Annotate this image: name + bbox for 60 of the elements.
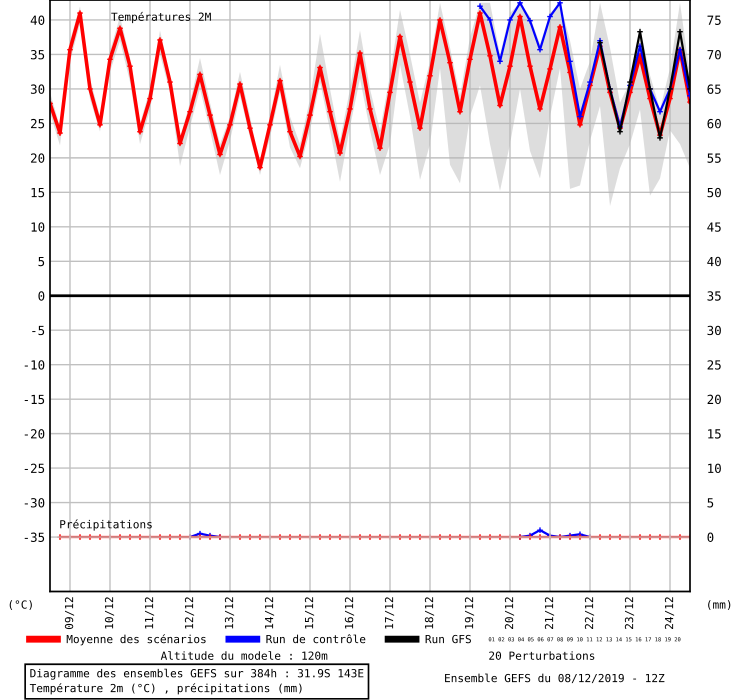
y2-tick-label: 25 — [708, 360, 721, 370]
x-tick-label: 16/12 — [344, 597, 354, 628]
y-tick-label: 40 — [30, 15, 44, 25]
x-tick-label: 13/12 — [224, 597, 234, 628]
x-tick-label: 18/12 — [424, 597, 434, 628]
y2-tick-label: 45 — [707, 222, 721, 232]
y-tick-label: -5 — [32, 326, 44, 336]
x-tick-label: 17/12 — [384, 597, 394, 628]
legend-label: Moyenne des scénarios — [66, 634, 206, 646]
y2-tick-label: 70 — [708, 50, 721, 60]
x-tick-label: 10/12 — [104, 597, 114, 628]
y2-tick-label: 20 — [708, 394, 721, 404]
x-tick-label: 21/12 — [544, 597, 554, 629]
y2-tick-label: 15 — [708, 429, 721, 439]
x-tick-label: 22/12 — [584, 597, 594, 629]
y2-tick-label: 10 — [708, 464, 721, 474]
y-tick-label: 5 — [38, 256, 44, 266]
text: Diagramme des ensembles GEFS sur 384h : 31.9S 143E — [30, 668, 364, 680]
x-tick-label: 14/12 — [264, 597, 274, 628]
text: (°C) — [10, 600, 32, 610]
x-tick-label: 12/12 — [184, 597, 194, 628]
y-tick-label: 35 — [30, 50, 44, 60]
y-tick-label: 20 — [31, 153, 44, 163]
text: (mm) — [708, 600, 730, 610]
y2-tick-label: 65 — [707, 84, 721, 94]
y2-tick-label: 0 — [707, 532, 714, 542]
y2-tick-label: 35 — [708, 291, 721, 301]
annotation: Températures 2M — [111, 12, 211, 24]
y2-tick-label: 75 — [708, 16, 721, 25]
y-tick-label: -10 — [24, 360, 44, 370]
x-tick-label: 19/12 — [464, 597, 474, 628]
x-tick-label: 09/12 — [64, 597, 74, 630]
y-tick-label: 25 — [31, 118, 44, 128]
y-tick-label: -25 — [24, 464, 44, 474]
text: Température 2m (°C) , précipitations (mm) — [30, 683, 302, 694]
text: Ensemble GEFS du 08/12/2019 - 12Z — [445, 674, 664, 684]
x-tick-label: 11/12 — [144, 597, 154, 628]
y-tick-label: 30 — [30, 84, 44, 94]
x-tick-label: 24/12 — [664, 597, 674, 629]
annotation: Précipitations — [60, 519, 152, 531]
y-tick-label: 0 — [38, 291, 44, 301]
y2-tick-label: 60 — [707, 118, 721, 128]
text: Altitude du modele : 120m — [160, 651, 328, 660]
legend-label: Run GFS — [426, 634, 471, 644]
y-tick-label: -15 — [24, 394, 44, 404]
y2-tick-label: 30 — [708, 326, 721, 336]
y2-tick-label: 5 — [708, 498, 714, 508]
x-tick-label: 23/12 — [624, 597, 634, 629]
y-tick-label: -35 — [24, 532, 44, 542]
y-tick-label: -20 — [24, 429, 44, 439]
y2-tick-label: 55 — [708, 154, 721, 163]
y-tick-label: 15 — [32, 188, 44, 198]
y2-tick-label: 40 — [707, 256, 721, 266]
y-tick-label: 10 — [32, 222, 44, 232]
y2-tick-label: 50 — [708, 188, 721, 198]
y-tick-label: -30 — [24, 498, 44, 508]
legend-label: Run de contrôle — [266, 634, 366, 644]
x-tick-label: 20/12 — [504, 597, 514, 629]
text: 20 Perturbations — [489, 651, 594, 660]
x-tick-label: 15/12 — [304, 597, 314, 628]
